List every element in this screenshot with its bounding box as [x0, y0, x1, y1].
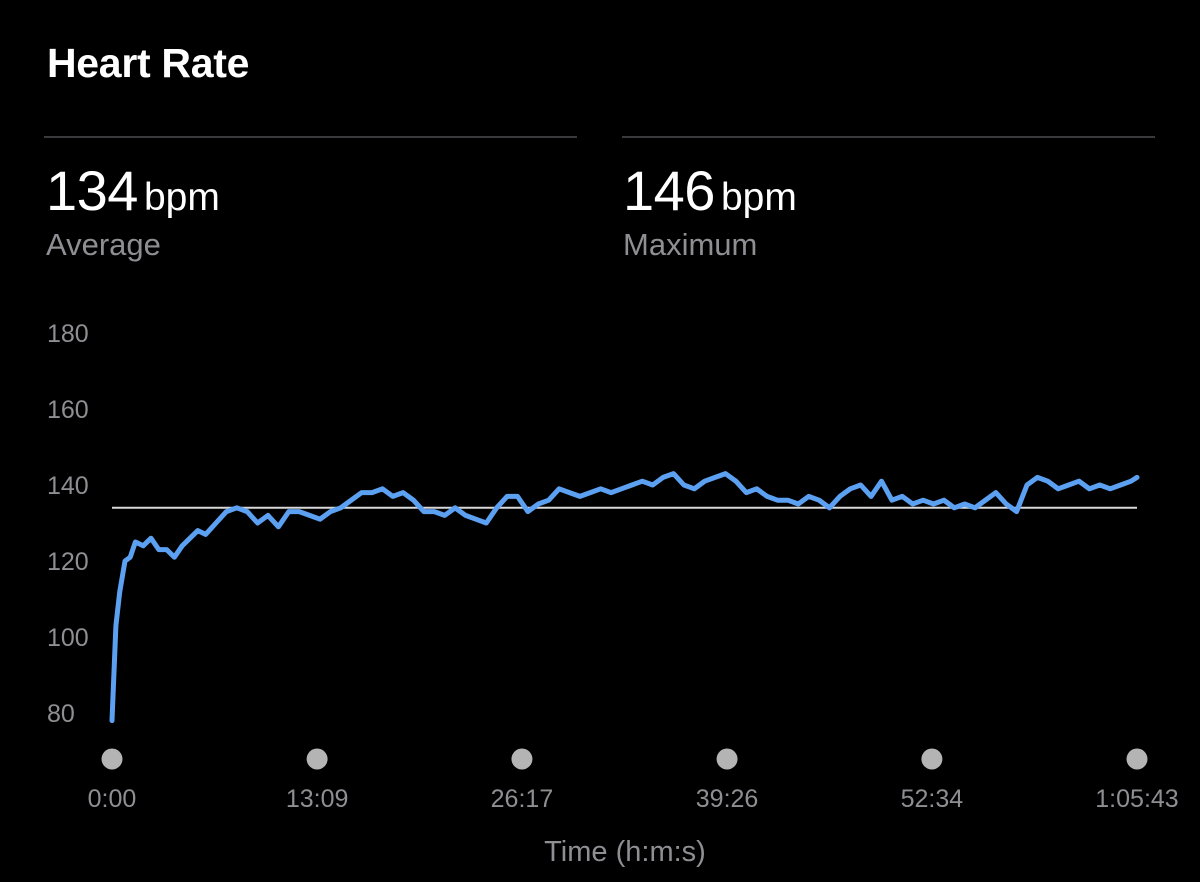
maximum-value: 146 [623, 159, 715, 222]
y-tick-label: 140 [47, 472, 89, 500]
x-tick-label: 26:17 [491, 785, 554, 813]
x-tick-dot [921, 748, 943, 770]
x-tick-dot [511, 748, 533, 770]
y-tick-label: 120 [47, 548, 89, 576]
x-tick-dot [101, 748, 123, 770]
y-tick-label: 100 [47, 624, 89, 652]
average-stat: 134 bpm Average [46, 160, 220, 263]
page-title: Heart Rate [47, 40, 250, 86]
maximum-value-row: 146 bpm [623, 160, 797, 222]
divider [622, 136, 1155, 138]
maximum-label: Maximum [623, 227, 758, 262]
x-tick-dot [716, 748, 738, 770]
y-tick-label: 180 [47, 320, 89, 348]
x-tick-label: 1:05:43 [1095, 785, 1178, 813]
x-tick-label: 52:34 [901, 785, 964, 813]
x-tick-dot [306, 748, 328, 770]
average-value-row: 134 bpm [46, 160, 220, 222]
x-axis-title: Time (h:m:s) [544, 836, 706, 868]
heart-rate-series-line [109, 471, 1140, 724]
average-value: 134 [46, 159, 138, 222]
average-label: Average [46, 227, 161, 262]
divider [44, 136, 577, 138]
x-tick-dot [1126, 748, 1148, 770]
y-tick-label: 160 [47, 396, 89, 424]
x-tick-label: 0:00 [88, 785, 137, 813]
y-tick-label: 80 [47, 700, 75, 728]
heart-rate-chart: 180 160 140 120 100 80 0:00 13:09 26:17 39:26 52:3… [47, 320, 1179, 813]
maximum-stat: 146 bpm Maximum [623, 160, 797, 263]
average-unit: bpm [143, 176, 220, 219]
x-tick-label: 39:26 [696, 785, 759, 813]
x-tick-label: 13:09 [286, 785, 349, 813]
maximum-unit: bpm [720, 176, 797, 219]
